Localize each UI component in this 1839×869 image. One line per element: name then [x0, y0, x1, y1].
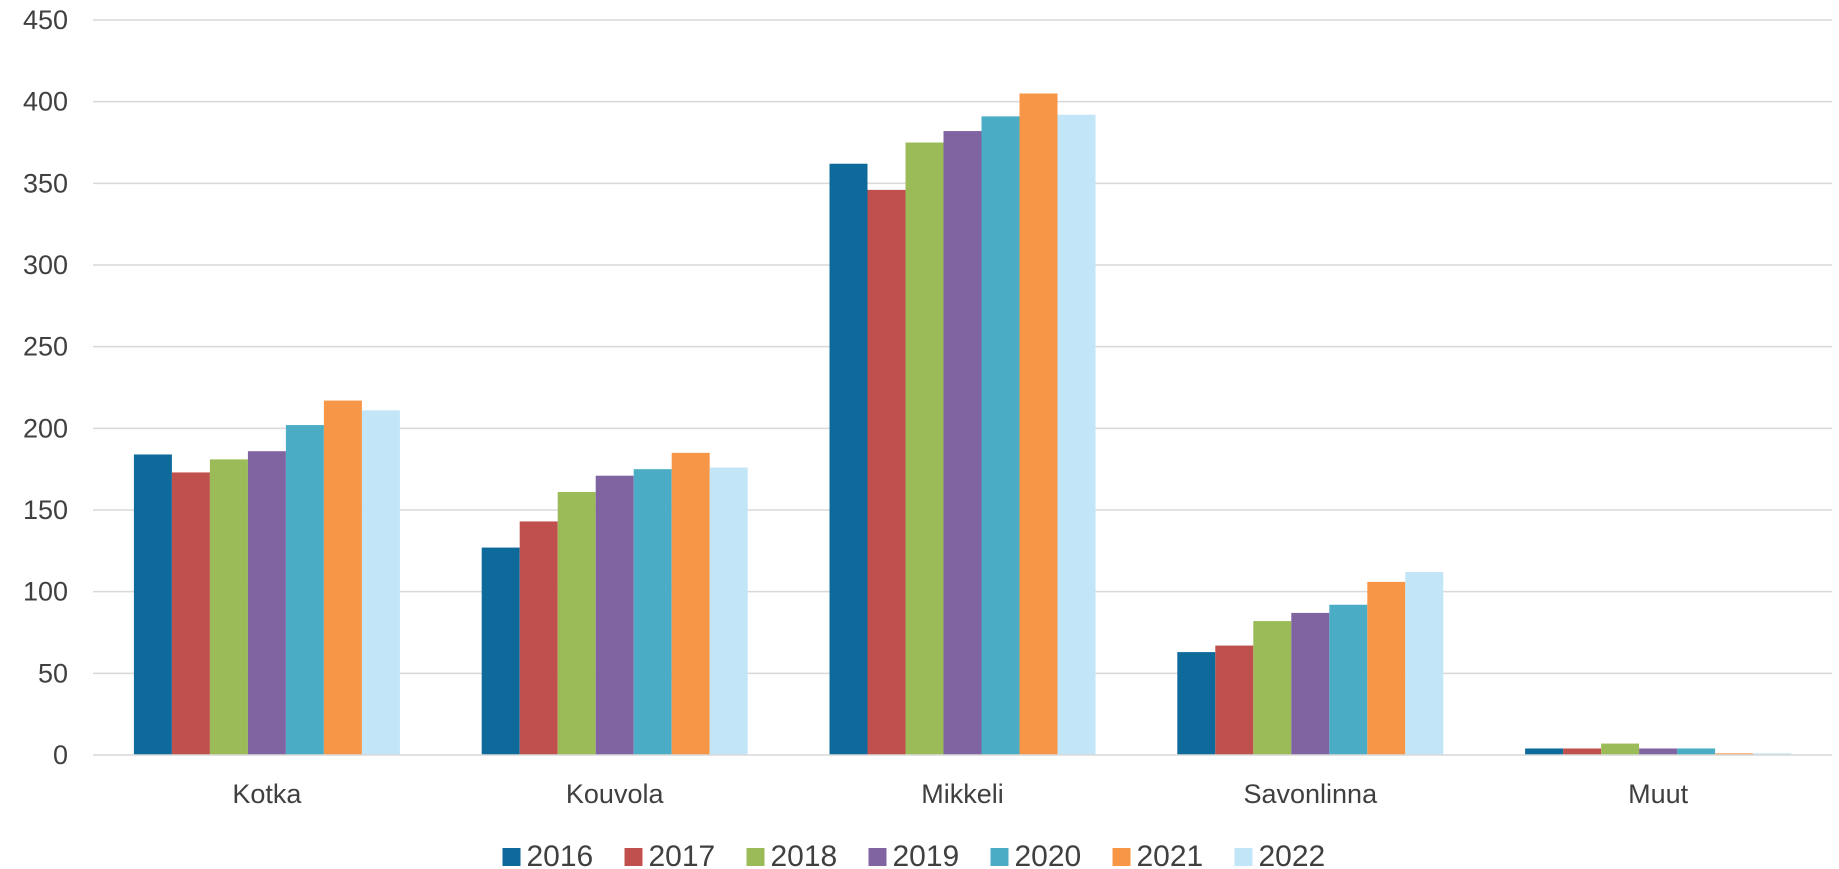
bar-2022-muut — [1753, 753, 1792, 755]
bar-2021-kotka — [323, 400, 362, 755]
bar-2017-mikkeli — [867, 189, 906, 755]
bar-2022-kouvola — [709, 467, 748, 755]
bar-2021-mikkeli — [1019, 93, 1058, 755]
y-axis-ticks: 0 50 100 150 200 250 300 350 400 450 — [23, 5, 68, 770]
legend-item-2020: 2020 — [990, 840, 1082, 869]
legend-swatch — [746, 848, 765, 866]
bar-2017-kotka — [171, 472, 210, 755]
legend-label: 2018 — [771, 840, 838, 869]
y-tick-label: 200 — [23, 413, 68, 443]
bar-2016-kotka — [133, 454, 172, 755]
legend-swatch — [1112, 848, 1131, 866]
y-tick-label: 300 — [23, 250, 68, 280]
bar-2017-muut — [1563, 748, 1602, 755]
bar-2019-mikkeli — [943, 131, 982, 756]
legend-swatch — [624, 848, 643, 866]
x-category-label: Muut — [1628, 779, 1689, 809]
legend: 2016 2017 2018 2019 2020 2021 2022 — [502, 840, 1326, 869]
y-tick-label: 400 — [23, 87, 68, 117]
legend-item-2021: 2021 — [1112, 840, 1204, 869]
legend-swatch — [502, 848, 521, 866]
bar-2020-muut — [1677, 748, 1716, 755]
bar-2022-mikkeli — [1057, 114, 1096, 755]
legend-item-2016: 2016 — [502, 840, 594, 869]
bar-2018-kotka — [209, 459, 248, 755]
bar-2019-kouvola — [595, 475, 634, 755]
legend-item-2022: 2022 — [1234, 840, 1326, 869]
legend-swatch — [1234, 848, 1253, 866]
legend-swatch — [868, 848, 887, 866]
y-tick-label: 150 — [23, 495, 68, 525]
x-category-label: Kouvola — [566, 779, 665, 809]
bar-2016-savonlinna — [1177, 652, 1216, 755]
legend-item-2017: 2017 — [624, 840, 716, 869]
bar-2022-kotka — [361, 410, 400, 755]
bar-2017-savonlinna — [1215, 645, 1254, 755]
bar-2019-savonlinna — [1291, 612, 1330, 755]
legend-item-2018: 2018 — [746, 840, 838, 869]
bar-2020-mikkeli — [981, 116, 1020, 755]
bar-2020-kouvola — [633, 469, 672, 755]
bar-2021-muut — [1715, 753, 1754, 755]
bar-2019-muut — [1639, 748, 1678, 755]
x-category-label: Kotka — [232, 779, 302, 809]
bar-2018-mikkeli — [905, 142, 944, 755]
y-tick-label: 50 — [38, 658, 68, 688]
y-tick-label: 100 — [23, 577, 68, 607]
bar-2016-mikkeli — [829, 163, 868, 755]
bars — [133, 93, 1792, 756]
bar-2020-kotka — [285, 425, 324, 755]
legend-label: 2021 — [1137, 840, 1204, 869]
bar-2018-savonlinna — [1253, 621, 1292, 755]
bar-2016-muut — [1525, 748, 1564, 755]
bar-2021-kouvola — [671, 452, 710, 755]
bar-2018-kouvola — [557, 492, 596, 755]
bar-2020-savonlinna — [1329, 604, 1368, 755]
legend-swatch — [990, 848, 1009, 866]
y-tick-label: 350 — [23, 168, 68, 198]
legend-label: 2017 — [649, 840, 716, 869]
legend-label: 2020 — [1015, 840, 1082, 869]
bar-2019-kotka — [247, 451, 286, 755]
y-tick-label: 0 — [53, 740, 68, 770]
legend-label: 2019 — [893, 840, 960, 869]
legend-label: 2022 — [1259, 840, 1326, 869]
x-category-label: Mikkeli — [921, 779, 1004, 809]
y-tick-label: 450 — [23, 5, 68, 35]
bar-2018-muut — [1601, 743, 1640, 755]
bar-2022-savonlinna — [1405, 572, 1444, 755]
x-category-label: Savonlinna — [1243, 779, 1378, 809]
y-tick-label: 250 — [23, 332, 68, 362]
bar-2016-kouvola — [481, 547, 520, 755]
legend-label: 2016 — [527, 840, 594, 869]
bar-2017-kouvola — [519, 521, 558, 755]
x-axis-categories: Kotka Kouvola Mikkeli Savonlinna Muut — [232, 779, 1688, 809]
bar-2021-savonlinna — [1367, 581, 1406, 755]
legend-item-2019: 2019 — [868, 840, 960, 869]
